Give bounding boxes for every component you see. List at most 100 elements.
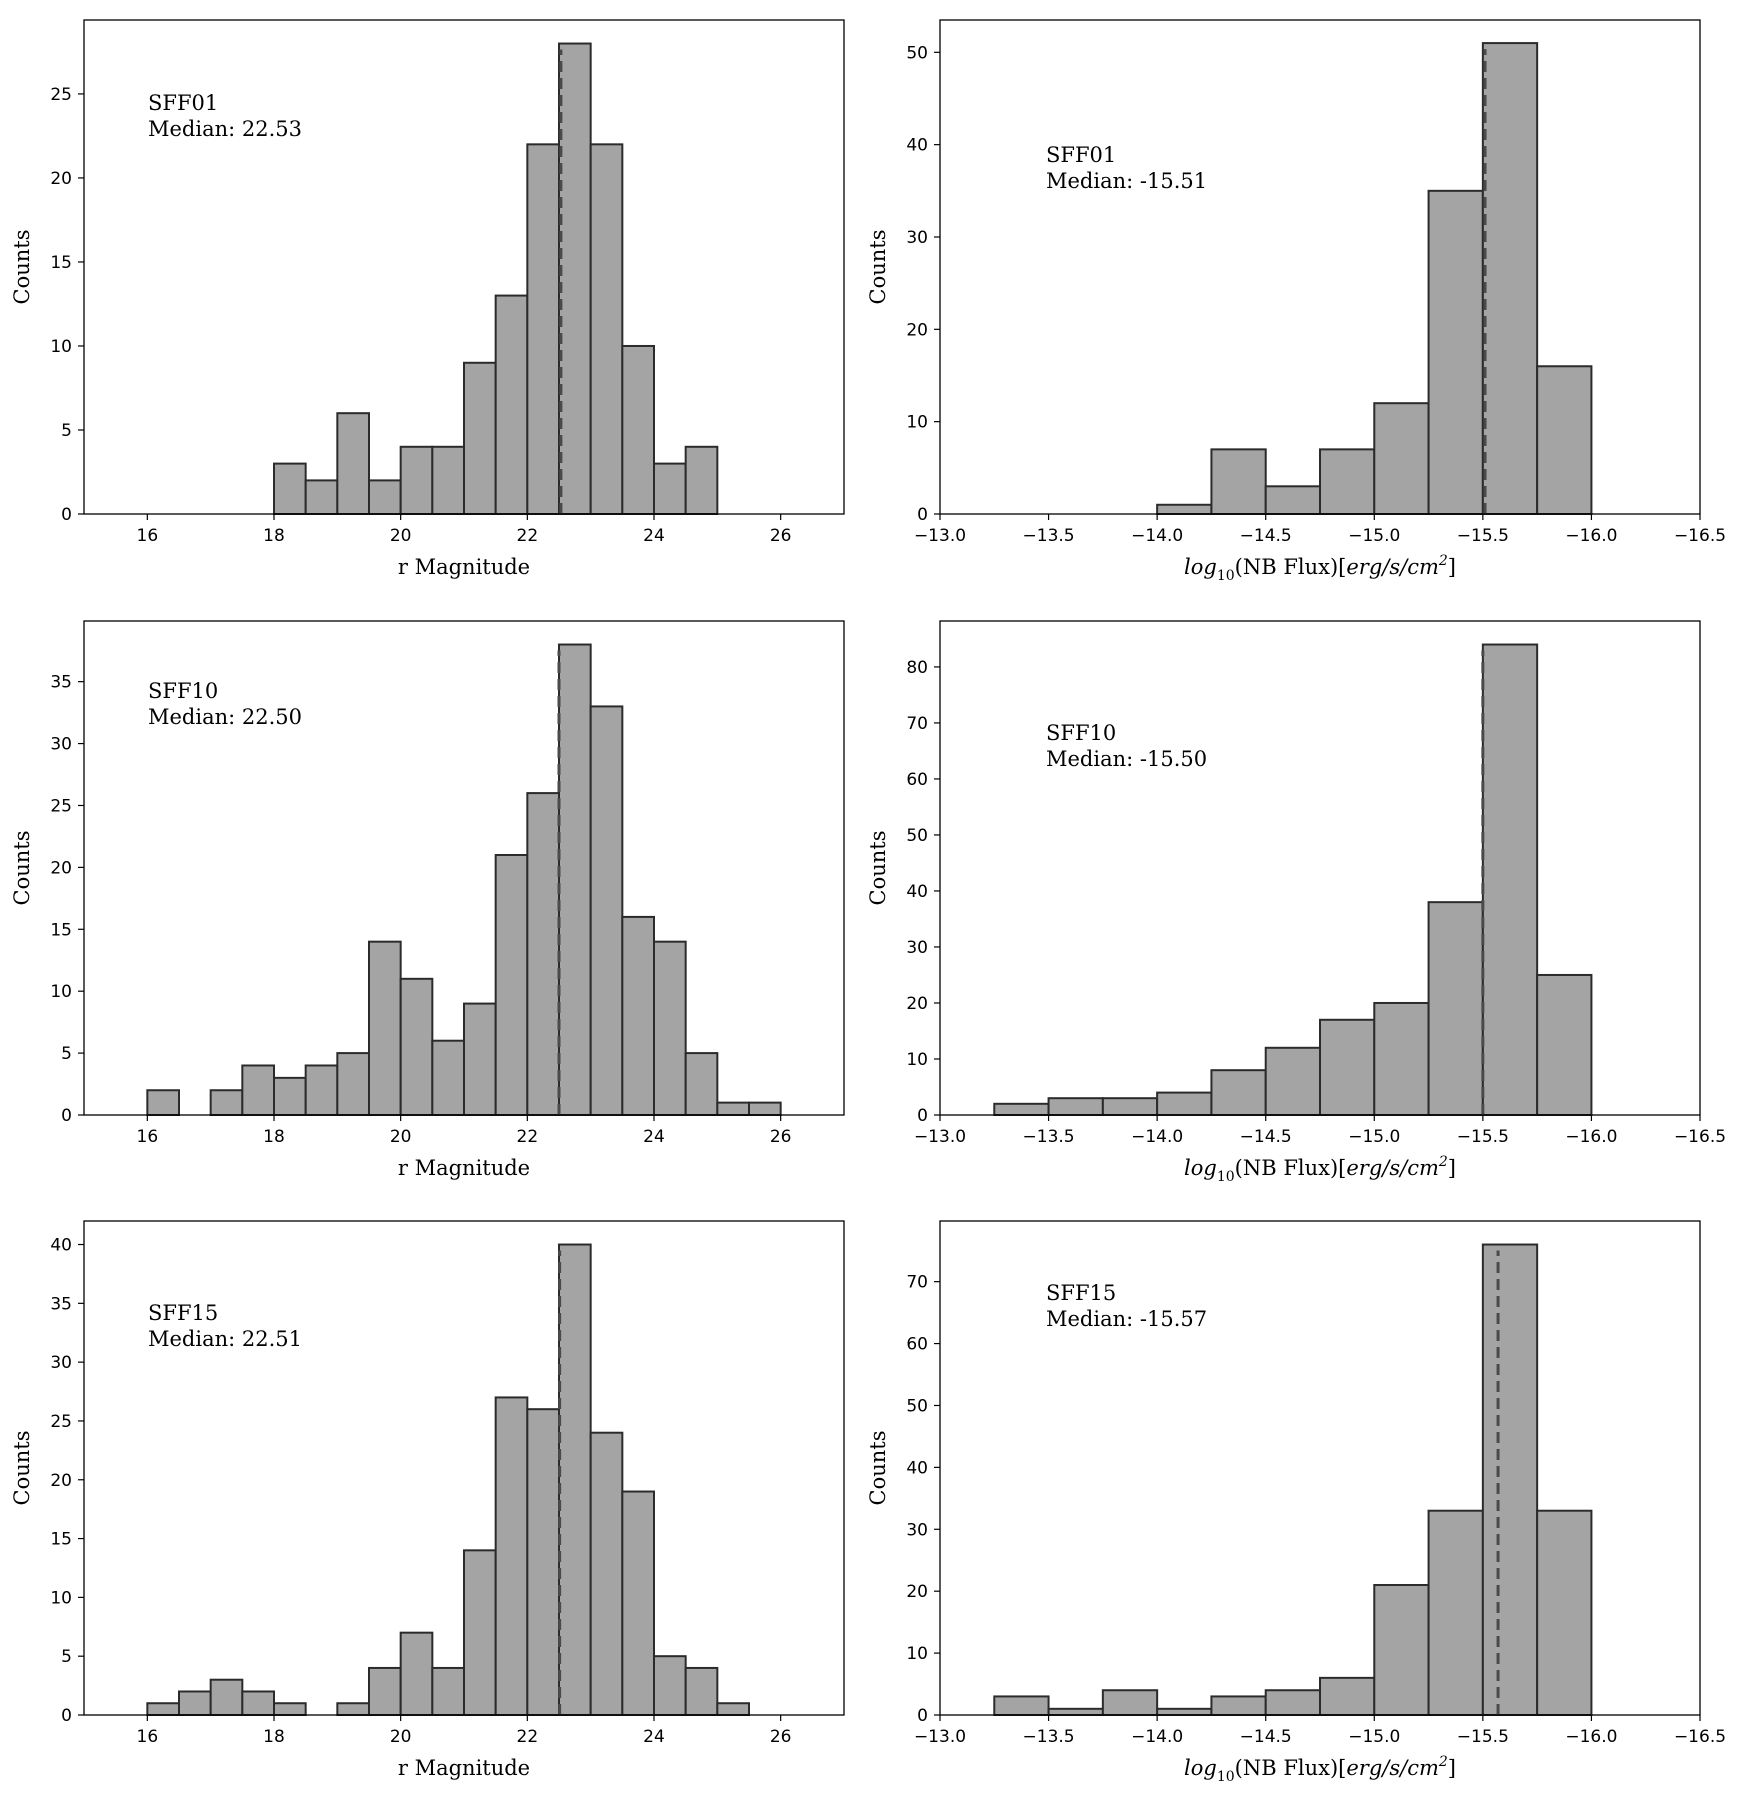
histogram-bar: [273, 462, 307, 515]
y-tick-label: 10: [50, 982, 72, 1002]
histogram-bar: [336, 412, 371, 516]
histogram-bar: [684, 1052, 719, 1116]
x-tick-label: −14.5: [1240, 526, 1292, 546]
y-tick-label: 10: [50, 1588, 72, 1608]
median-label: Median: -15.57: [1046, 1307, 1207, 1331]
axes-frame: [939, 19, 1701, 515]
histogram-bar: [146, 1702, 180, 1716]
histogram-bar: [304, 479, 339, 516]
histogram-bar: [1481, 643, 1539, 1116]
y-tick-label: 40: [50, 1236, 72, 1256]
y-tick-label: 25: [50, 85, 72, 105]
axes-frame: [83, 19, 845, 515]
y-tick-label: 0: [917, 505, 928, 525]
median-label: Median: 22.51: [148, 1327, 302, 1351]
histogram-bar: [621, 915, 655, 1117]
x-tick-label: 24: [643, 1127, 665, 1147]
histogram-bar: [1427, 1509, 1484, 1716]
histogram-bar: [653, 462, 687, 515]
y-tick-label: 50: [906, 43, 928, 63]
y-tick-label: 0: [917, 1106, 928, 1126]
y-tick-label: 10: [906, 1050, 928, 1070]
histogram-bar: [463, 1549, 497, 1717]
histogram-bar: [1210, 448, 1267, 515]
histogram-bar: [1047, 1097, 1104, 1116]
histogram-bar: [1047, 1707, 1104, 1717]
x-tick-label: −14.0: [1131, 526, 1183, 546]
x-tick-label: −16.0: [1565, 1727, 1617, 1747]
histogram-bar: [1481, 42, 1539, 516]
axes-frame: [83, 620, 845, 1116]
y-tick-label: 15: [50, 1530, 72, 1550]
histogram-bar: [993, 1102, 1050, 1117]
x-tick-label: −16.5: [1674, 1127, 1726, 1147]
histogram-bar: [209, 1089, 244, 1116]
y-tick-label: 0: [917, 1706, 928, 1726]
histogram-bar: [431, 445, 466, 516]
histogram-bar: [1264, 1689, 1321, 1716]
histogram-bar: [716, 1702, 750, 1716]
histogram-bar: [1210, 1695, 1267, 1717]
x-tick-label: 16: [137, 526, 159, 546]
y-tick-label: 25: [50, 1412, 72, 1432]
histogram-bar: [463, 1002, 497, 1116]
x-tick-label: 22: [517, 1727, 539, 1747]
median-label: Median: 22.53: [148, 117, 302, 141]
histogram-bar: [1536, 1509, 1593, 1716]
histogram-bar: [526, 143, 560, 515]
sample-name-label: SFF01: [148, 91, 218, 115]
y-tick-label: 10: [906, 413, 928, 433]
x-axis-label: log10(NB Flux)[erg/s/cm2]: [1184, 1754, 1456, 1785]
x-tick-label: −14.5: [1240, 1127, 1292, 1147]
y-tick-label: 5: [61, 1044, 72, 1064]
histogram-bar: [368, 940, 402, 1117]
x-tick-label: −16.5: [1674, 1727, 1726, 1747]
histogram-bar: [241, 1690, 275, 1717]
histogram-bar: [463, 361, 497, 515]
x-tick-label: −13.5: [1023, 1727, 1075, 1747]
y-tick-label: 35: [50, 1294, 72, 1314]
y-tick-label: 30: [50, 1353, 72, 1373]
histogram-bar: [589, 143, 624, 515]
histogram-bar: [1156, 1091, 1213, 1116]
histogram-bar: [1481, 1243, 1539, 1716]
histogram-bar: [1373, 1584, 1430, 1716]
y-tick-label: 20: [50, 858, 72, 878]
x-tick-label: −14.0: [1131, 1727, 1183, 1747]
histogram-bar: [431, 1666, 466, 1717]
histogram-bar: [494, 1396, 529, 1717]
x-tick-label: 18: [263, 1127, 285, 1147]
x-tick-label: 20: [390, 526, 412, 546]
x-tick-label: 20: [390, 1727, 412, 1747]
y-axis-label: Counts: [866, 831, 890, 906]
x-tick-label: −13.0: [914, 526, 966, 546]
median-label: Median: -15.51: [1046, 169, 1207, 193]
histogram-bar: [336, 1052, 371, 1116]
histogram-bar: [558, 643, 592, 1116]
histogram-bar: [684, 1666, 719, 1717]
x-axis-label: log10(NB Flux)[erg/s/cm2]: [1184, 553, 1456, 584]
x-tick-label: 26: [770, 1727, 792, 1747]
histogram-bar: [336, 1702, 371, 1716]
x-tick-label: −13.0: [914, 1727, 966, 1747]
histogram-bar: [1536, 973, 1593, 1116]
x-tick-label: −16.5: [1674, 526, 1726, 546]
histogram-bar: [399, 977, 434, 1116]
y-tick-label: 60: [906, 770, 928, 790]
histogram-bar: [209, 1678, 244, 1716]
histogram-panel-mag-sff10: 16 18 20 22 24 26 0 5 10 15 20 25 30 35 Counts r Magnit…: [10, 620, 845, 1180]
y-axis-label: Counts: [10, 230, 34, 305]
y-tick-label: 70: [906, 1273, 928, 1293]
axes-frame: [83, 1220, 845, 1716]
y-tick-label: 30: [906, 1520, 928, 1540]
y-tick-label: 80: [906, 658, 928, 678]
histogram-bar: [1101, 1689, 1159, 1716]
median-label: Median: -15.50: [1046, 747, 1207, 771]
x-axis-label: r Magnitude: [398, 555, 530, 579]
histogram-bar: [1319, 1018, 1376, 1117]
histogram-bar: [399, 445, 434, 516]
y-tick-label: 30: [906, 938, 928, 958]
histogram-bar: [684, 445, 719, 516]
y-tick-label: 25: [50, 796, 72, 816]
